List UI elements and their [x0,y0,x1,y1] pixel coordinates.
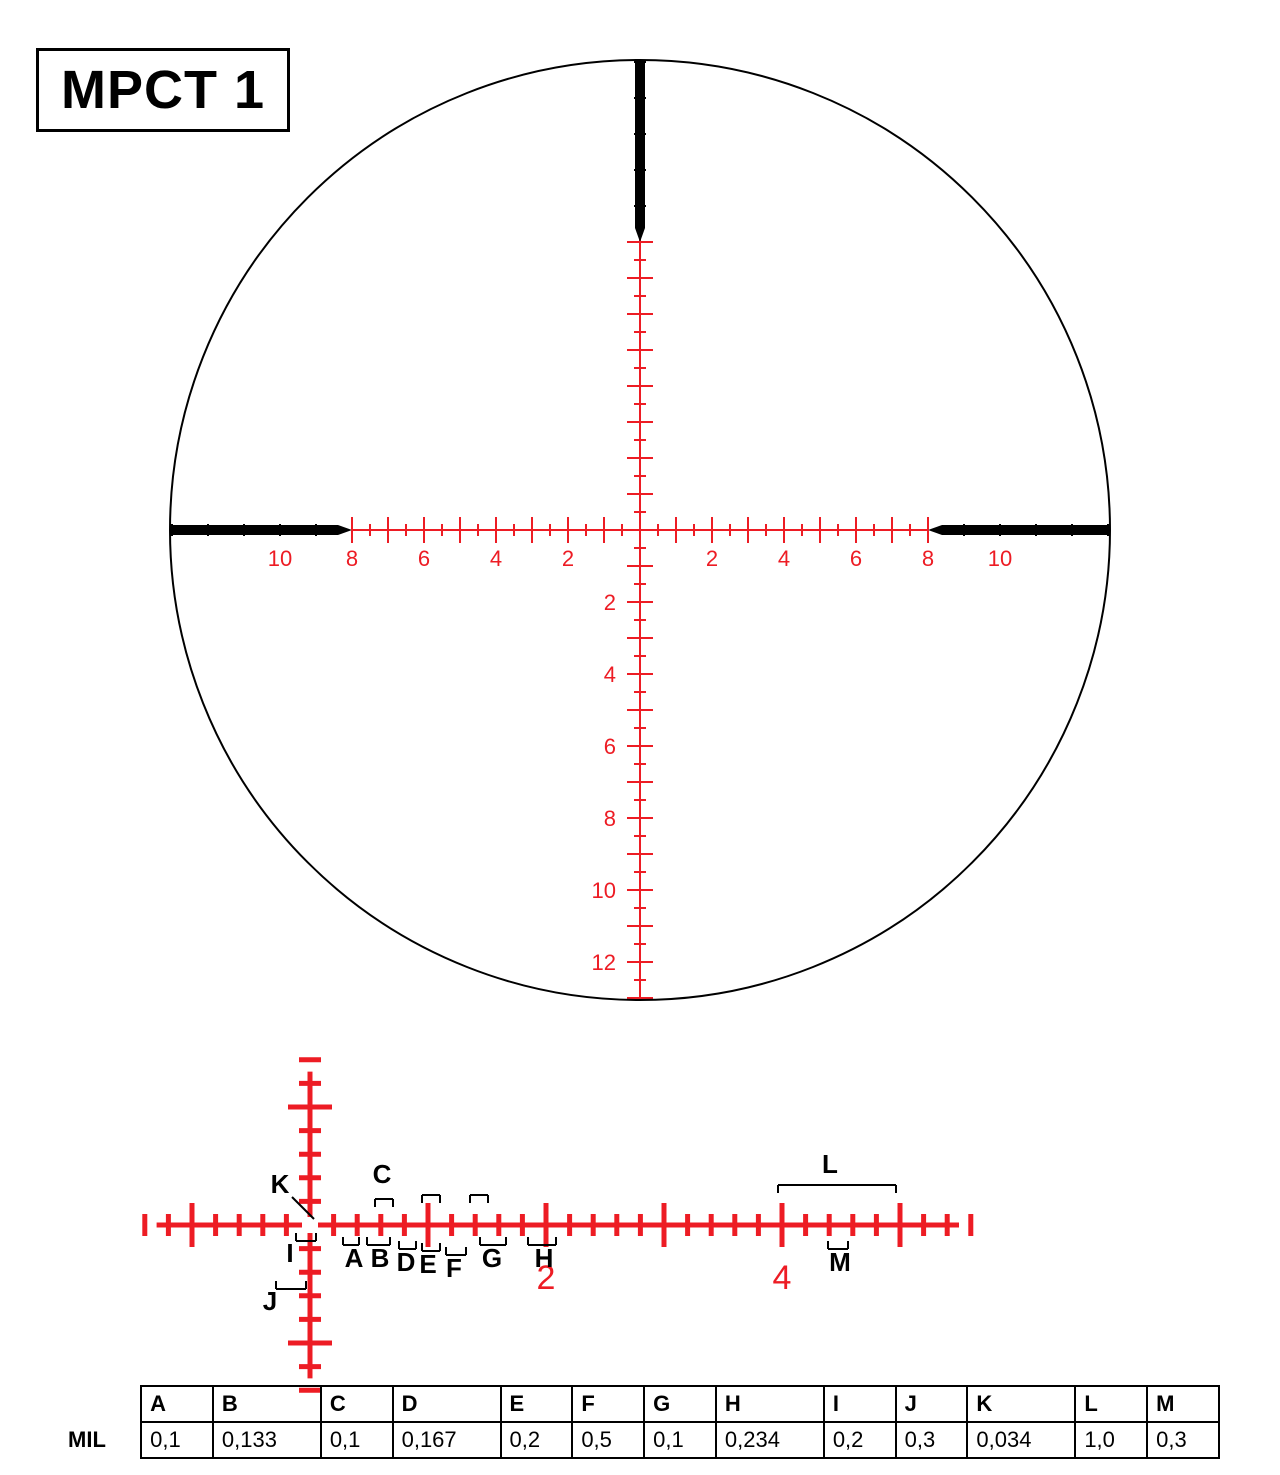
svg-text:8: 8 [604,806,616,831]
svg-text:G: G [482,1243,502,1273]
mil-table: ABCDEFGHIJKLM MIL0,10,1330,10,1670,20,50… [60,1385,1220,1459]
table-cell: 0,3 [896,1422,968,1458]
svg-text:6: 6 [418,546,430,571]
svg-text:C: C [373,1159,392,1189]
table-col-header: A [141,1386,213,1422]
table-col-header: M [1147,1386,1219,1422]
detail-diagram: 24ABCDEFGHIJKLM [130,1035,1090,1395]
svg-text:4: 4 [604,662,616,687]
svg-text:4: 4 [490,546,502,571]
svg-text:2: 2 [604,590,616,615]
table-cell: 0,034 [967,1422,1075,1458]
svg-text:J: J [263,1286,277,1316]
svg-text:8: 8 [346,546,358,571]
table-col-header: J [896,1386,968,1422]
svg-text:D: D [397,1247,416,1277]
table-col-header: G [644,1386,716,1422]
svg-text:4: 4 [773,1259,792,1297]
svg-text:6: 6 [604,734,616,759]
svg-text:2: 2 [706,546,718,571]
table-cell: 0,234 [716,1422,824,1458]
svg-text:12: 12 [592,950,616,975]
table-col-header: D [393,1386,501,1422]
reticle-diagram: 2 2 4 4 6 6 8 8 10 10 2 4 6 8 10 12 [90,40,1190,1040]
detail-svg: 24ABCDEFGHIJKLM [130,1035,1090,1395]
table-cell: 0,3 [1147,1422,1219,1458]
svg-text:I: I [286,1238,293,1268]
table-col-header: B [213,1386,321,1422]
table-cell: 0,167 [393,1422,501,1458]
svg-text:10: 10 [988,546,1012,571]
svg-text:4: 4 [778,546,790,571]
svg-text:10: 10 [268,546,292,571]
table-col-header: E [501,1386,573,1422]
svg-text:6: 6 [850,546,862,571]
table-col-header: K [967,1386,1075,1422]
svg-text:2: 2 [562,546,574,571]
table-col-header: C [321,1386,393,1422]
svg-text:H: H [535,1243,554,1273]
svg-text:M: M [829,1247,851,1277]
svg-text:8: 8 [922,546,934,571]
table-col-header: I [824,1386,896,1422]
table-cell: 0,1 [644,1422,716,1458]
svg-text:F: F [446,1253,462,1283]
svg-text:L: L [822,1149,838,1179]
svg-text:E: E [419,1249,436,1279]
table-cell: 0,2 [824,1422,896,1458]
table-cell: 0,133 [213,1422,321,1458]
svg-text:10: 10 [592,878,616,903]
reticle-svg: 2 2 4 4 6 6 8 8 10 10 2 4 6 8 10 12 [90,40,1190,1040]
table-col-header: F [572,1386,644,1422]
table-corner [60,1386,141,1422]
table-col-header: H [716,1386,824,1422]
table-cell: 0,2 [501,1422,573,1458]
table-cell: 0,1 [141,1422,213,1458]
table-cell: 0,5 [572,1422,644,1458]
table-cell: 0,1 [321,1422,393,1458]
table-col-header: L [1075,1386,1147,1422]
svg-text:A: A [345,1243,364,1273]
svg-text:B: B [371,1243,390,1273]
table-row-label: MIL [60,1422,141,1458]
svg-text:K: K [271,1169,290,1199]
dimensions-table: ABCDEFGHIJKLM MIL0,10,1330,10,1670,20,50… [60,1385,1220,1459]
table-cell: 1,0 [1075,1422,1147,1458]
